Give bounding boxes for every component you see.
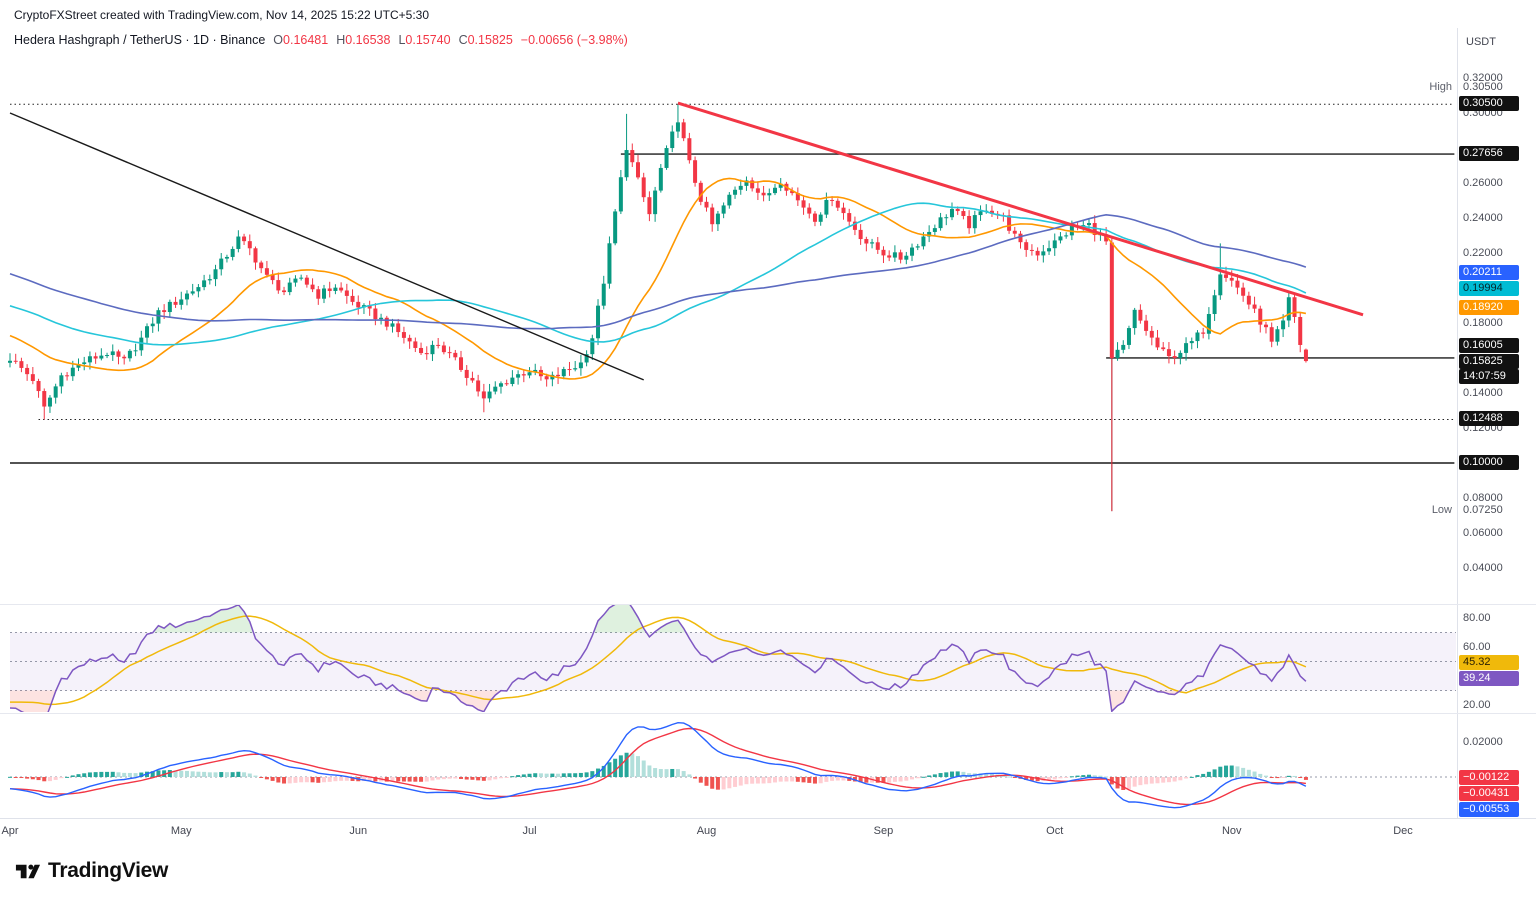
time-axis-label: Jul bbox=[522, 825, 537, 837]
ohlc-close-label: C bbox=[458, 33, 468, 47]
pane-separator-macd[interactable] bbox=[0, 713, 1536, 714]
rsi-axis-badge: 39.24 bbox=[1459, 671, 1519, 686]
price-tick: 0.08000 bbox=[1463, 492, 1503, 504]
price-tick: 0.32000 bbox=[1463, 72, 1503, 84]
macd-signal-line bbox=[9, 727, 1306, 806]
rsi-tick: 60.00 bbox=[1463, 641, 1491, 653]
time-axis-label: Oct bbox=[1046, 825, 1064, 837]
time-axis-label: Nov bbox=[1221, 825, 1242, 837]
price-tick: 0.18000 bbox=[1463, 317, 1503, 329]
ohlc-high-label: H bbox=[336, 33, 346, 47]
rsi-pane bbox=[9, 605, 1456, 712]
candlestick-series bbox=[8, 104, 1308, 512]
symbol-legend[interactable]: Hedera Hashgraph / TetherUS · 1D · Binan… bbox=[14, 33, 628, 47]
price-axis-badge: 0.12488 bbox=[1459, 411, 1519, 427]
price-tick: 0.26000 bbox=[1463, 177, 1503, 189]
time-axis-label: Aug bbox=[696, 825, 717, 837]
time-axis-label: Dec bbox=[1393, 825, 1413, 837]
footer: TradingView bbox=[0, 845, 1536, 897]
macd-tick: 0.02000 bbox=[1463, 736, 1503, 748]
time-axis-label: May bbox=[170, 825, 192, 837]
ohlc-low-value: 0.15740 bbox=[405, 33, 451, 47]
rsi-tick: 80.00 bbox=[1463, 612, 1491, 624]
ohlc-open-label: O bbox=[273, 33, 284, 47]
ma-55-line bbox=[9, 202, 1307, 346]
main-pane bbox=[8, 101, 1455, 512]
time-axis-label: Jun bbox=[349, 825, 368, 837]
macd-line bbox=[9, 721, 1307, 809]
price-axis-badge: 0.18920 bbox=[1459, 300, 1519, 315]
ohlc-change-value: −0.00656 (−3.98%) bbox=[520, 33, 628, 47]
price-tick: 0.22000 bbox=[1463, 247, 1503, 259]
tradingview-wordmark: TradingView bbox=[48, 859, 169, 882]
time-scale[interactable]: Apr May Jun Jul Aug Sep Oct Nov Dec bbox=[0, 818, 1536, 845]
ohlc-low-label: L bbox=[398, 33, 406, 47]
macd-axis-badge: −0.00553 bbox=[1459, 802, 1519, 817]
ohlc-close-value: 0.15825 bbox=[467, 33, 513, 47]
low-marker-label: Low bbox=[1431, 504, 1452, 516]
trendline[interactable] bbox=[9, 112, 644, 381]
ohlc-open-value: 0.16481 bbox=[283, 33, 329, 47]
macd-pane bbox=[8, 721, 1456, 809]
high-marker-label: High bbox=[1429, 81, 1452, 93]
rsi-ma-line bbox=[10, 615, 1307, 706]
price-axis-badge: 0.30500 bbox=[1459, 96, 1519, 112]
macd-axis-badge: −0.00431 bbox=[1459, 786, 1519, 801]
price-axis-badge: 0.20211 bbox=[1459, 265, 1519, 280]
tradingview-brand[interactable]: TradingView bbox=[14, 858, 168, 885]
ma-90-line bbox=[9, 213, 1307, 330]
price-tick: 0.06000 bbox=[1463, 527, 1503, 539]
tradingview-logo-icon bbox=[15, 864, 41, 878]
price-axis-badge: 0.15825 bbox=[1459, 354, 1519, 369]
credit-watermark: CryptoFXStreet created with TradingView.… bbox=[14, 8, 429, 22]
time-axis-label: Apr bbox=[1, 825, 19, 837]
trendline[interactable] bbox=[677, 101, 1364, 317]
price-tick: 0.24000 bbox=[1463, 212, 1503, 224]
high-marker-value: 0.30500 bbox=[1463, 81, 1503, 93]
price-tick: 0.14000 bbox=[1463, 387, 1503, 399]
macd-axis-badge: −0.00122 bbox=[1459, 770, 1519, 785]
rsi-tick: 20.00 bbox=[1463, 699, 1491, 711]
low-marker-value: 0.07250 bbox=[1463, 504, 1503, 516]
price-axis-badge: 14:07:59 bbox=[1459, 369, 1519, 384]
price-axis-badge: 0.10000 bbox=[1459, 455, 1519, 470]
price-tick: 0.04000 bbox=[1463, 562, 1503, 574]
price-scale-border bbox=[1457, 28, 1458, 818]
symbol-title[interactable]: Hedera Hashgraph / TetherUS · 1D · Binan… bbox=[14, 33, 266, 47]
rsi-line bbox=[9, 605, 1307, 712]
quote-currency-label: USDT bbox=[1466, 36, 1496, 48]
time-axis-label: Sep bbox=[873, 825, 894, 837]
price-axis-badge: 0.16005 bbox=[1459, 338, 1519, 353]
price-axis-badge: 0.27656 bbox=[1459, 146, 1519, 162]
ma-20-line bbox=[9, 177, 1307, 380]
ohlc-high-value: 0.16538 bbox=[345, 33, 391, 47]
rsi-axis-badge: 45.32 bbox=[1459, 655, 1519, 670]
pane-separator-rsi[interactable] bbox=[0, 604, 1536, 605]
macd-histogram bbox=[8, 752, 1308, 790]
price-axis-badge: 0.19994 bbox=[1459, 281, 1519, 296]
